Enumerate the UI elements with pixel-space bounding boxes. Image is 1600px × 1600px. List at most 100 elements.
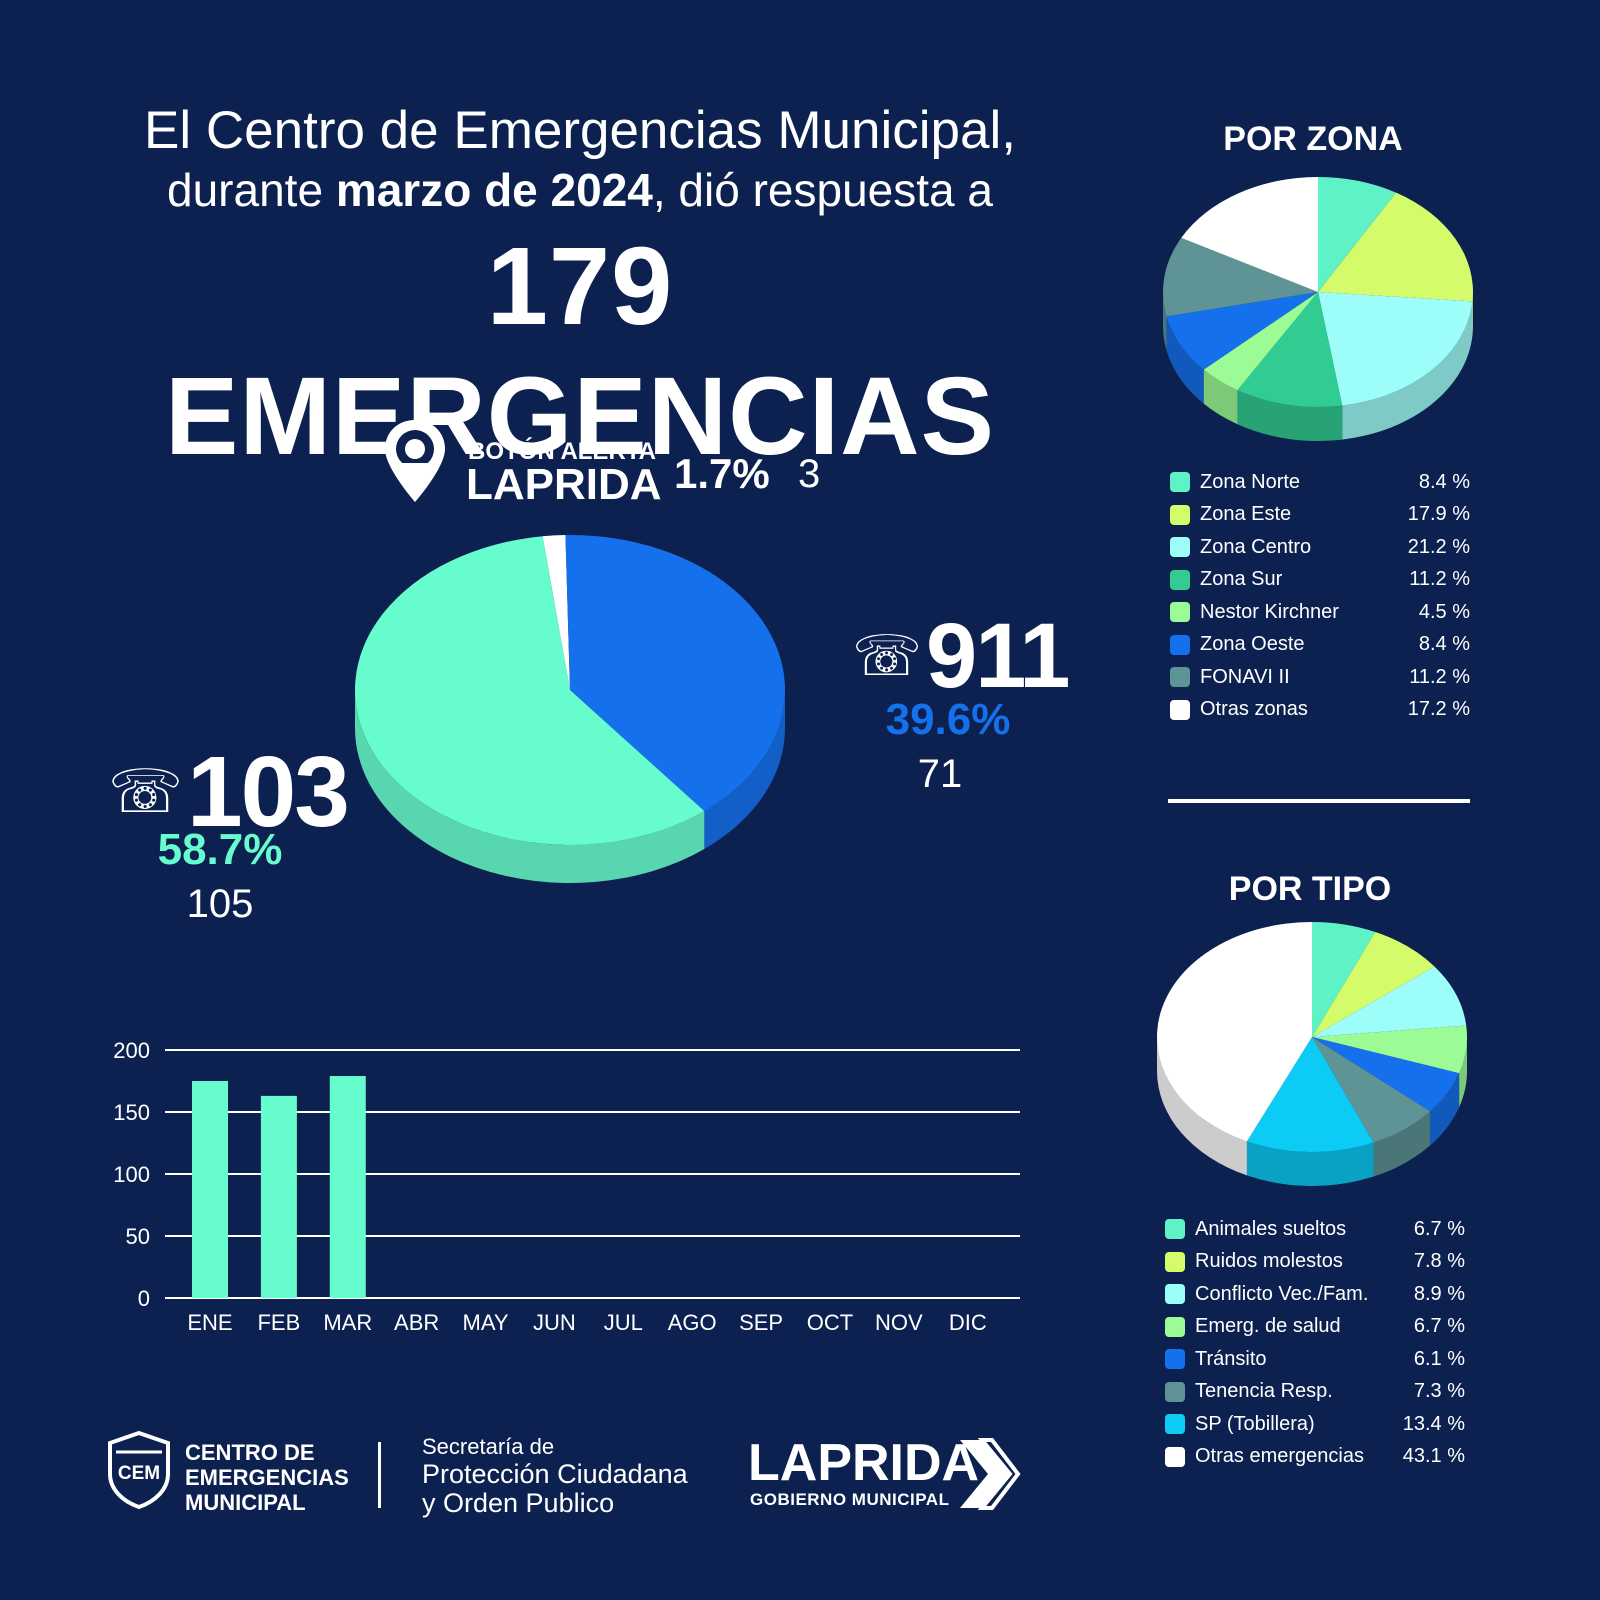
channel-pie-side-911 [704, 690, 785, 850]
secretaria-line3: y Orden Publico [422, 1488, 615, 1518]
tipo-legend-label: Otras emergencias [1195, 1445, 1364, 1468]
tipo-pie-slice-tenencia-resp [1312, 1037, 1431, 1143]
zona-legend-value: 4.5 % [1418, 600, 1470, 623]
zona-legend-swatch [1170, 472, 1190, 493]
tipo-legend-row: Tránsito 6.1 % [1165, 1343, 1465, 1376]
zona-pie-slice-zona-sur [1237, 292, 1343, 407]
tipo-legend-swatch [1165, 1381, 1185, 1402]
y-tick-label: 150 [113, 1100, 150, 1125]
y-tick-label: 100 [113, 1162, 150, 1187]
phone-icon: ☏ [108, 758, 183, 825]
tipo-legend-swatch [1165, 1349, 1185, 1370]
zona-pie-side-zona-este [1472, 292, 1473, 336]
laprida-logo-subtitle: GOBIERNO MUNICIPAL [750, 1490, 950, 1509]
x-tick-label: NOV [875, 1310, 923, 1335]
boton-alerta-percent: 1.7% [674, 450, 770, 497]
tipo-legend-label: Conflicto Vec./Fam. [1195, 1282, 1369, 1305]
y-tick-label: 200 [113, 1038, 150, 1063]
zona-legend-row: FONAVI II 11.2 % [1170, 661, 1470, 694]
x-tick-label: FEB [257, 1310, 300, 1335]
tipo-legend-row: Otras emergencias 43.1 % [1165, 1441, 1465, 1474]
y-tick-label: 0 [138, 1286, 150, 1311]
tipo-pie-slice-ruidos-molestos [1312, 932, 1435, 1037]
x-tick-label: JUL [604, 1310, 643, 1335]
tipo-legend-label: SP (Tobillera) [1195, 1412, 1315, 1435]
zona-pie-side-zona-centro [1342, 301, 1473, 440]
x-tick-label: OCT [807, 1310, 853, 1335]
x-tick-label: JUN [533, 1310, 576, 1335]
laprida-logo-text: LAPRIDA [748, 1434, 980, 1492]
zona-legend-row: Zona Sur 11.2 % [1170, 564, 1470, 597]
tipo-legend-value: 6.1 % [1413, 1347, 1465, 1370]
zona-pie-slice-zona-norte [1318, 177, 1397, 292]
zona-legend-label: Otras zonas [1200, 698, 1308, 721]
tipo-pie-side-otras-emergencias [1157, 1037, 1247, 1176]
secretaria-line1: Secretaría de [422, 1434, 555, 1459]
zona-legend-swatch [1170, 537, 1190, 558]
tipo-legend-row: SP (Tobillera) 13.4 % [1165, 1408, 1465, 1441]
y-tick-label: 50 [126, 1224, 150, 1249]
tipo-legend-swatch [1165, 1414, 1185, 1435]
tipo-pie-slice-conflicto-vec-fam [1312, 966, 1467, 1037]
channel-pie-slice-911 [565, 535, 785, 812]
tipo-legend-swatch [1165, 1219, 1185, 1240]
tipo-pie-slice-emerg-de-salud [1312, 1025, 1467, 1074]
zona-legend-row: Nestor Kirchner 4.5 % [1170, 596, 1470, 629]
tipo-pie-slice-sp-tobillera [1246, 1037, 1374, 1152]
headline-line1: El Centro de Emergencias Municipal, [144, 101, 1016, 160]
tipo-legend-label: Animales sueltos [1195, 1217, 1347, 1240]
tipo-pie-slice-otras-emergencias [1157, 922, 1312, 1142]
secretaria-name: Secretaría de Protección Ciudadana y Ord… [422, 1434, 688, 1518]
zona-pie-slice-nestor-kirchner [1203, 292, 1318, 391]
por-tipo-title: POR TIPO [1228, 870, 1392, 908]
tipo-pie-side-emerg-de-salud [1459, 1037, 1467, 1108]
zona-pie-side-zona-sur [1237, 390, 1343, 441]
zona-legend-value: 17.2 % [1407, 698, 1470, 721]
boton-alerta-line2: LAPRIDA [466, 460, 662, 509]
zona-legend-value: 11.2 % [1409, 665, 1470, 688]
zona-legend-swatch [1170, 634, 1190, 655]
zona-pie-slice-zona-centro [1318, 292, 1473, 406]
tipo-legend-row: Tenencia Resp. 7.3 % [1165, 1376, 1465, 1409]
tipo-legend-label: Ruidos molestos [1195, 1250, 1343, 1273]
zona-pie-slice-zona-este [1318, 192, 1473, 302]
x-tick-label: DIC [949, 1310, 987, 1335]
x-tick-label: ABR [394, 1310, 439, 1335]
channel-911-label: ☏911 [852, 610, 1070, 702]
cem-name-line1: CENTRO DE [185, 1440, 315, 1465]
zona-legend-value: 8.4 % [1418, 633, 1470, 656]
x-tick-label: ENE [187, 1310, 232, 1335]
zona-legend-swatch [1170, 504, 1190, 525]
zona-legend-row: Otras zonas 17.2 % [1170, 694, 1470, 727]
tipo-legend-row: Animales sueltos 6.7 % [1165, 1213, 1465, 1246]
bar-ene [192, 1081, 228, 1298]
zona-legend-label: Zona Norte [1200, 470, 1301, 493]
headline-total: 179 EMERGENCIAS [165, 225, 995, 478]
zona-pie-slice-otras-zonas [1181, 177, 1318, 292]
channel-pie-chart [354, 535, 785, 883]
zona-legend-value: 17.9 % [1407, 503, 1470, 526]
tipo-legend-row: Conflicto Vec./Fam. 8.9 % [1165, 1278, 1465, 1311]
channel-103-label: ☏103 [108, 742, 350, 842]
boton-alerta-line1: BOTÓN ALERTA [468, 438, 656, 465]
zona-legend-label: Zona Sur [1200, 568, 1283, 591]
tipo-legend-label: Tránsito [1195, 1347, 1267, 1370]
channel-911-count: 71 [917, 752, 963, 796]
tipo-legend-value: 7.3 % [1413, 1380, 1465, 1403]
tipo-legend-row: Ruidos molestos 7.8 % [1165, 1246, 1465, 1279]
headline-line2-date: marzo de 2024 [335, 164, 653, 216]
channel-103-count: 105 [186, 882, 254, 926]
tipo-legend-value: 8.9 % [1413, 1282, 1465, 1305]
channel-pie-side-103 [355, 690, 705, 883]
tipo-legend-label: Tenencia Resp. [1195, 1380, 1333, 1403]
zona-pie-chart [1163, 177, 1473, 441]
x-tick-label: MAR [323, 1310, 372, 1335]
por-zona-legend: Zona Norte 8.4 % Zona Este 17.9 % Zona Centr… [1170, 466, 1470, 726]
tipo-legend-swatch [1165, 1316, 1185, 1337]
x-tick-label: SEP [739, 1310, 783, 1335]
tipo-legend-value: 6.7 % [1413, 1217, 1465, 1240]
zona-pie-slice-zona-oeste [1166, 292, 1318, 370]
zona-legend-label: Zona Oeste [1200, 633, 1305, 656]
boton-alerta-count: 3 [798, 452, 821, 496]
zona-legend-swatch [1170, 699, 1190, 720]
